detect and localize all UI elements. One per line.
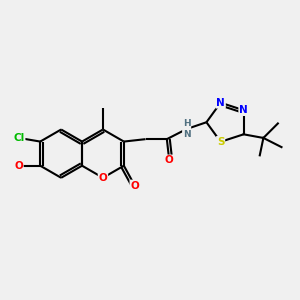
Text: N: N — [239, 105, 248, 115]
Text: O: O — [99, 173, 107, 183]
Text: Cl: Cl — [14, 133, 25, 143]
Text: O: O — [14, 161, 23, 171]
Text: H
N: H N — [183, 119, 190, 139]
Text: O: O — [165, 155, 174, 165]
Text: O: O — [130, 181, 139, 190]
Text: N: N — [216, 98, 225, 108]
Text: S: S — [217, 137, 224, 147]
